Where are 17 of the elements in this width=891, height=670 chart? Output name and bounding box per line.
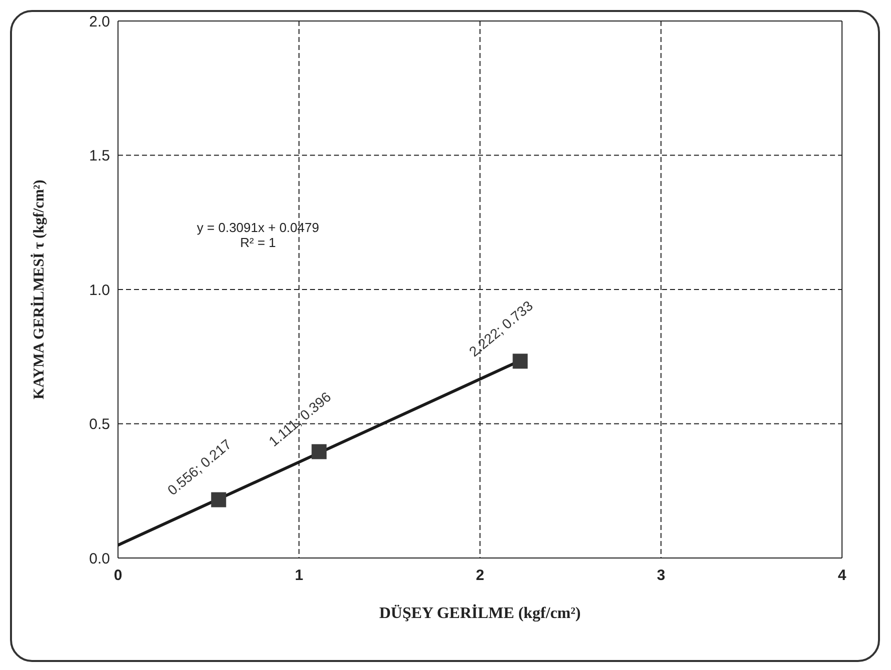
- point: [312, 444, 327, 460]
- point: [211, 492, 226, 508]
- annotation: R² = 1: [239, 235, 277, 250]
- y-tick-label: 1.5: [89, 148, 110, 165]
- x-tick-label: 0: [114, 567, 122, 584]
- x-tick-label: 3: [656, 567, 666, 584]
- y-axis-title: KAYMA GERİLMESİ τ (kgf/cm²): [30, 180, 48, 400]
- y-tick-label: 2.0: [89, 13, 110, 30]
- point: [512, 354, 528, 369]
- x-tick-label: 1: [294, 567, 304, 584]
- x-tick-label: 2: [476, 567, 484, 584]
- y-tick-label: 0.5: [89, 416, 110, 434]
- y-tick-label: 1.0: [89, 282, 110, 299]
- x-axis-title: DÜŞEY GERİLME (kgf/cm²): [379, 604, 581, 622]
- y-tick-label: 0.0: [89, 550, 110, 568]
- annotation: y = 0.3091x + 0.0479: [196, 220, 320, 235]
- x-tick-label: 4: [838, 567, 847, 584]
